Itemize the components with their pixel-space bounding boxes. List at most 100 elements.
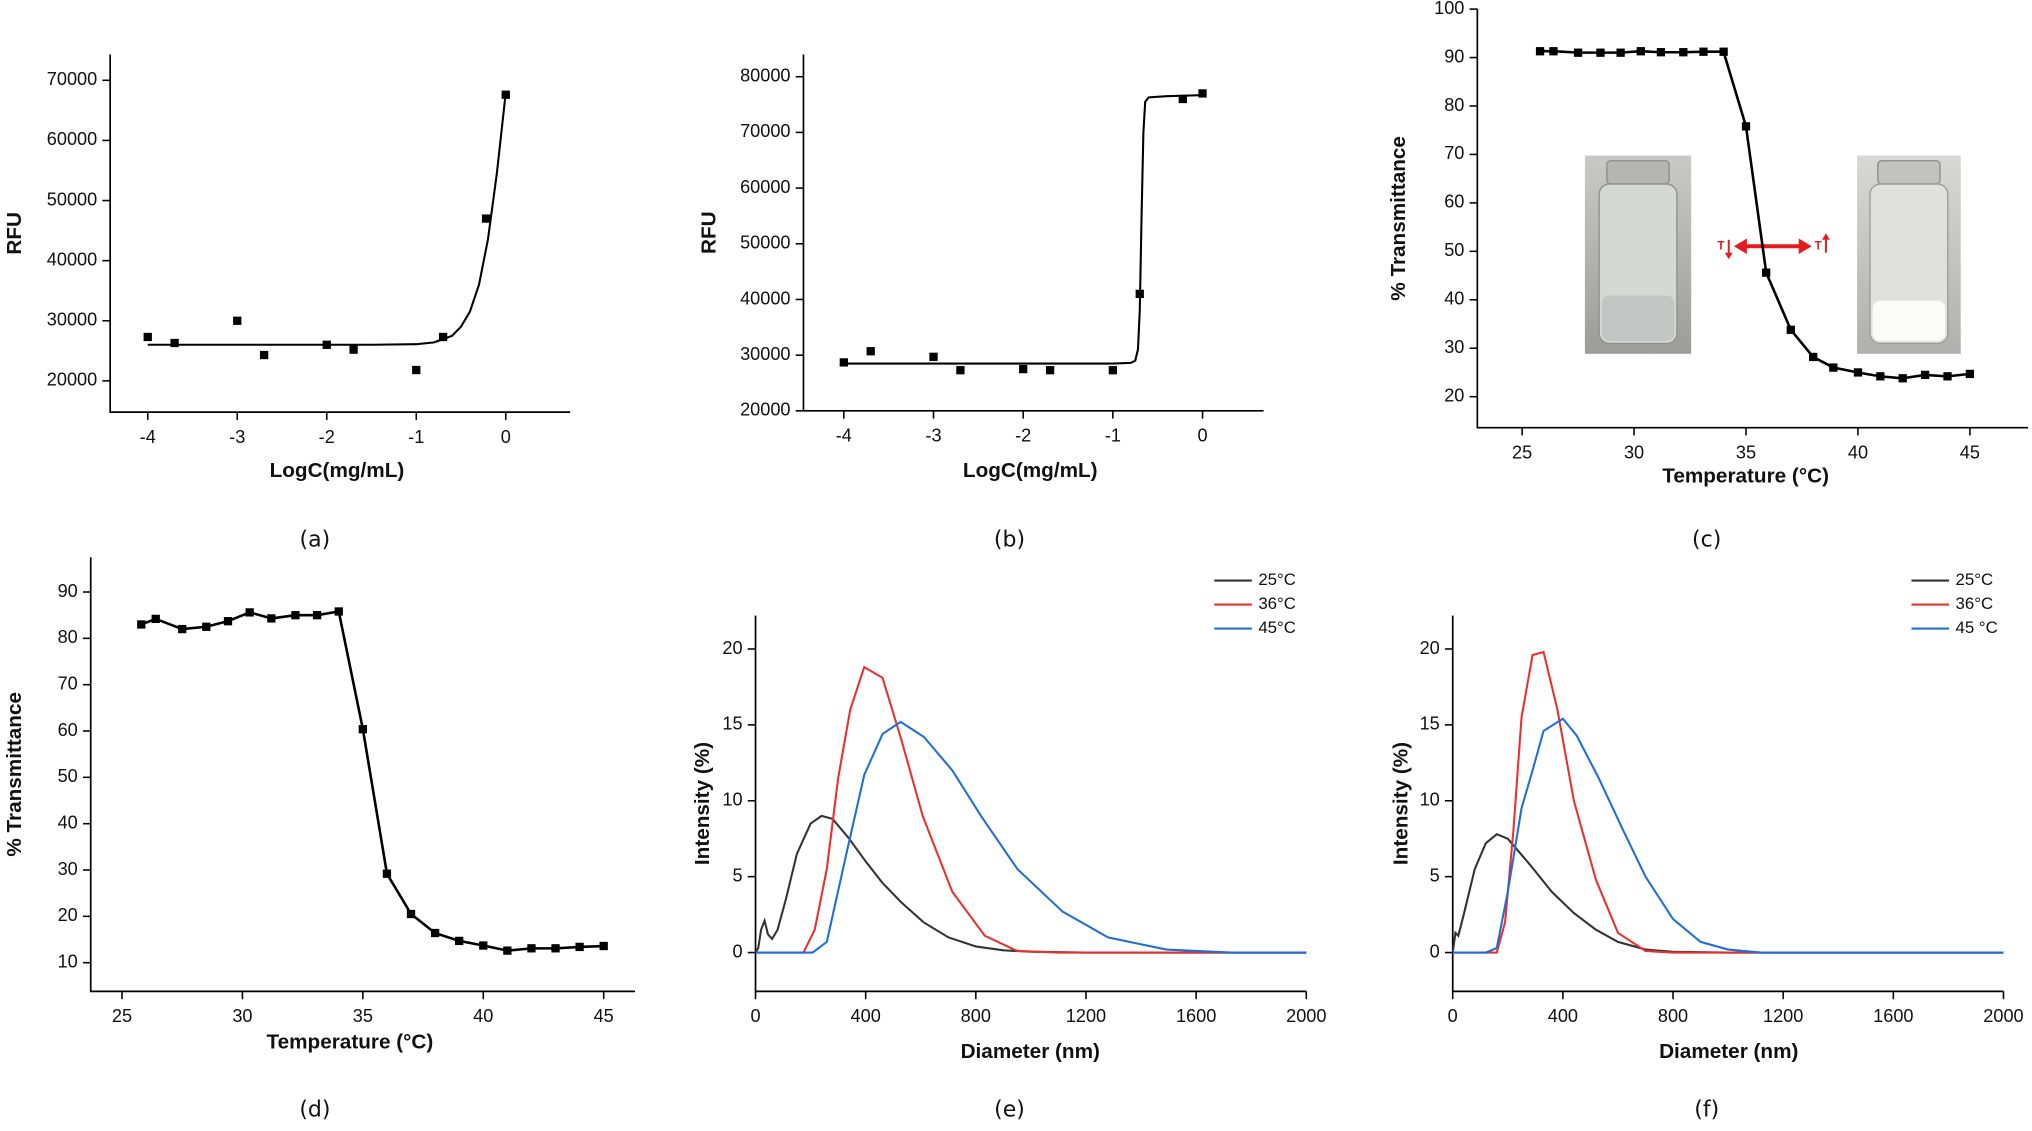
data-point [291, 611, 300, 620]
data-point [143, 332, 152, 342]
y-tick-label: 20000 [47, 370, 97, 390]
data-line [755, 720, 1307, 954]
y-tick-label: 20 [1420, 638, 1440, 658]
x-tick-label: 0 [750, 1006, 760, 1026]
x-tick-label: 2000 [1286, 1006, 1326, 1026]
data-point [1656, 48, 1666, 57]
x-axis-label: Temperature (°C) [1662, 464, 1829, 487]
y-tick-label: 90 [1444, 46, 1464, 66]
x-tick-label: 45 [1960, 442, 1980, 462]
y-tick-label: 10 [58, 951, 78, 971]
x-axis-label: Temperature (°C) [267, 1031, 434, 1054]
data-line [1451, 833, 2004, 954]
y-tick-label: 40000 [740, 288, 790, 308]
x-tick-label: -2 [1015, 426, 1031, 446]
x-tick-label: 400 [851, 1006, 881, 1026]
data-point [1965, 369, 1975, 379]
y-tick-label: 0 [732, 941, 742, 961]
x-tick-label: -1 [1105, 426, 1121, 446]
data-point [233, 316, 242, 325]
y-tick-label: 5 [1430, 865, 1440, 885]
data-line [140, 609, 604, 952]
data-point [956, 366, 965, 375]
data-point [151, 614, 160, 624]
x-tick-label: 25 [1512, 442, 1532, 462]
y-axis-label: Intensity (%) [1390, 742, 1413, 865]
y-tick-label: 70000 [47, 69, 97, 89]
data-point [1178, 94, 1187, 104]
x-tick-label: 0 [1448, 1006, 1458, 1026]
y-tick-label: 40 [58, 812, 78, 832]
y-tick-label: 50 [58, 766, 78, 786]
y-axis-label: RFU [3, 212, 26, 255]
data-point [259, 350, 269, 360]
y-tick-label: 90 [58, 581, 78, 601]
y-tick-label: 10 [722, 790, 742, 810]
data-point [223, 617, 233, 626]
y-axis-label: RFU [698, 211, 721, 254]
x-tick-label: -4 [836, 426, 852, 446]
data-point [438, 332, 448, 342]
data-point [170, 338, 179, 348]
inset-arrow [1724, 233, 1830, 260]
y-tick-label: 80000 [740, 66, 790, 86]
data-point [1549, 47, 1558, 56]
data-point [599, 941, 608, 951]
panel-caption: (f) [1694, 1098, 1719, 1123]
axes [109, 54, 571, 413]
y-tick-label: 70 [58, 673, 78, 693]
panel-caption: (c) [1692, 527, 1721, 552]
y-tick-label: 80 [58, 627, 78, 647]
data-point [1045, 366, 1055, 375]
x-tick-label: 40 [473, 1006, 493, 1026]
y-axis-label: Intensity (%) [691, 742, 714, 865]
data-point [406, 909, 416, 919]
x-tick-label: 0 [1197, 426, 1207, 446]
x-tick-label: 1200 [1066, 1006, 1106, 1026]
data-point [929, 352, 938, 361]
x-tick-label: 1600 [1176, 1006, 1216, 1026]
y-tick-label: 20 [58, 905, 78, 925]
data-point [866, 347, 875, 356]
y-tick-label: 5 [732, 865, 742, 885]
data-point [1853, 368, 1863, 377]
x-tick-label: 25 [112, 1006, 132, 1026]
data-point [551, 944, 560, 953]
x-tick-label: 1200 [1763, 1006, 1803, 1026]
y-tick-label: 10 [1420, 790, 1440, 810]
y-tick-label: 15 [1420, 714, 1440, 734]
inset-photo-cloudy [1857, 155, 1961, 354]
data-point [358, 725, 368, 734]
axes [802, 54, 1264, 412]
x-axis-label: Diameter (nm) [1659, 1040, 1798, 1063]
y-tick-label: 20000 [740, 400, 790, 420]
data-line [1452, 717, 2004, 954]
data-point [481, 214, 491, 223]
x-axis-label: LogC(mg/mL) [270, 459, 405, 482]
data-point [575, 942, 584, 952]
data-point [178, 624, 187, 634]
axes [1476, 9, 2029, 429]
data-point [245, 608, 254, 617]
data-point [455, 936, 464, 946]
data-line [147, 92, 507, 346]
data-line [755, 665, 1307, 954]
x-tick-label: 35 [353, 1006, 373, 1026]
data-point [267, 614, 276, 623]
annotation: T [1717, 239, 1724, 252]
data-point [412, 365, 421, 375]
legend-label: 25°C [1258, 570, 1296, 589]
data-point [1636, 47, 1645, 56]
y-tick-label: 50000 [47, 189, 97, 209]
y-tick-label: 30000 [740, 344, 790, 364]
data-point [202, 622, 211, 631]
data-point [1596, 48, 1605, 57]
y-tick-label: 30000 [47, 310, 97, 330]
data-point [839, 358, 848, 367]
y-tick-label: 50 [1444, 240, 1464, 260]
x-tick-label: 0 [501, 427, 511, 447]
y-tick-label: 30 [1444, 337, 1464, 357]
x-axis-label: Diameter (nm) [961, 1040, 1100, 1063]
legend-label: 25°C [1956, 570, 1994, 589]
